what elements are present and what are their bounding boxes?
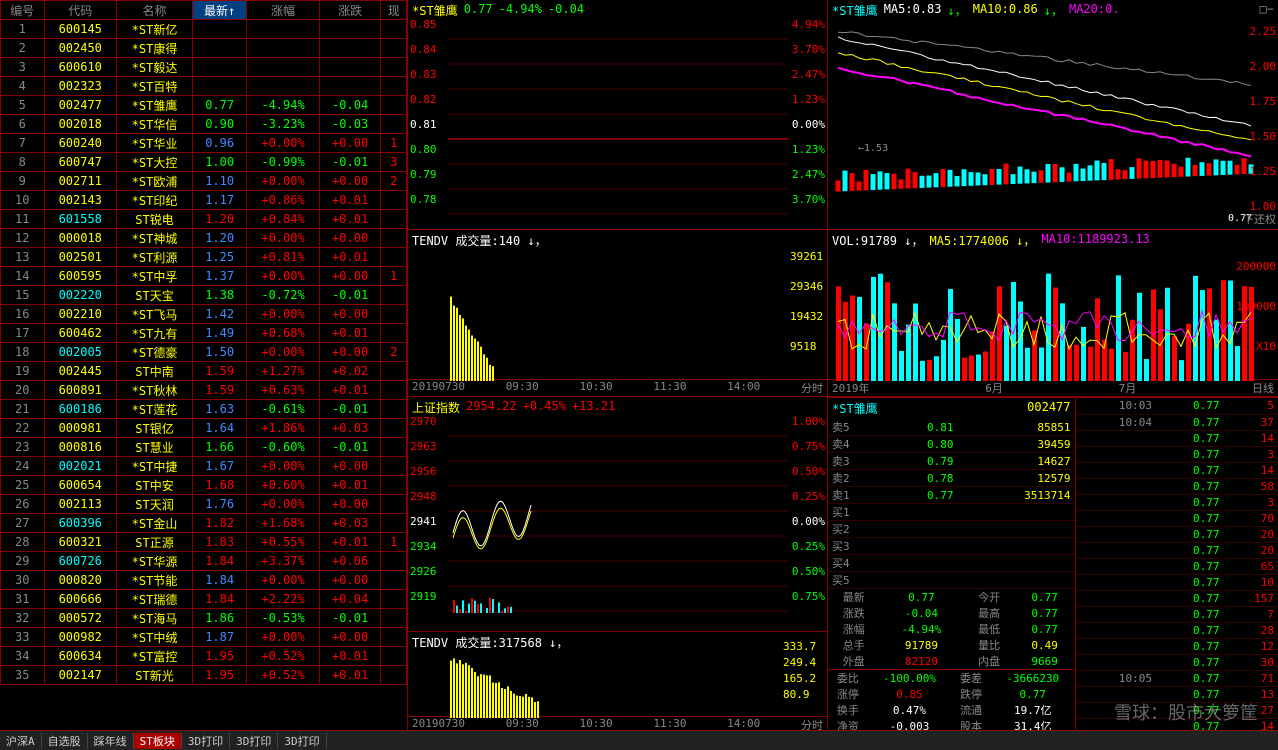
table-row[interactable]: 2002450*ST康得 — [1, 39, 407, 58]
tab[interactable]: 3D打印 — [182, 733, 230, 749]
table-row[interactable]: 13002501*ST利源1.25+0.81%+0.01 — [1, 248, 407, 267]
table-row[interactable]: 3600610*ST毅达 — [1, 58, 407, 77]
col-header[interactable]: 编号 — [1, 1, 45, 20]
tab[interactable]: 踩年线 — [88, 733, 134, 749]
table-row[interactable]: 25600654ST中安1.68+0.60%+0.01 — [1, 476, 407, 495]
table-row[interactable]: 34600634*ST富控1.95+0.52%+0.01 — [1, 647, 407, 666]
table-row[interactable]: 31600666*ST瑞德1.84+2.22%+0.04 — [1, 590, 407, 609]
right-panel: *ST雏鹰 MA5:0.83↓， MA10:0.86↓， MA20:0. □− … — [828, 0, 1278, 730]
kline-volume[interactable]: VOL:91789 ↓， MA5:1774006 ↓， MA10:1189923… — [828, 230, 1278, 380]
svg-text:←1.53: ←1.53 — [858, 143, 888, 154]
table-row[interactable]: 28600321ST正源1.83+0.55%+0.011 — [1, 533, 407, 552]
table-row[interactable]: 8600747*ST大控1.00-0.99%-0.013 — [1, 153, 407, 172]
table-row[interactable]: 19002445ST中南1.59+1.27%+0.02 — [1, 362, 407, 381]
intraday-volume[interactable]: TENDV 成交量:140 ↓， — [408, 230, 827, 380]
table-row[interactable]: 33000982*ST中绒1.87+0.00%+0.00 — [1, 628, 407, 647]
table-row[interactable]: 9002711*ST欧浦1.10+0.00%+0.002 — [1, 172, 407, 191]
tab[interactable]: ST板块 — [134, 733, 182, 749]
table-row[interactable]: 15002220ST天宝1.38-0.72%-0.01 — [1, 286, 407, 305]
intraday-title: *ST雏鹰 — [412, 2, 458, 19]
table-row[interactable]: 4002323*ST百特 — [1, 77, 407, 96]
intraday-chart[interactable]: *ST雏鹰 0.77 -4.94% -0.04 0.850.840.830.82… — [408, 0, 827, 230]
mid-charts: *ST雏鹰 0.77 -4.94% -0.04 0.850.840.830.82… — [408, 0, 828, 730]
kline-chart[interactable]: *ST雏鹰 MA5:0.83↓， MA10:0.86↓， MA20:0. □− … — [828, 0, 1278, 230]
table-row[interactable]: 18002005*ST德豪1.50+0.00%+0.002 — [1, 343, 407, 362]
col-header[interactable]: 涨跌 — [319, 1, 381, 20]
table-row[interactable]: 29600726*ST华源1.84+3.37%+0.06 — [1, 552, 407, 571]
table-row[interactable]: 12000018*ST神城1.20+0.00%+0.00 — [1, 229, 407, 248]
table-row[interactable]: 22000981ST银亿1.64+1.86%+0.03 — [1, 419, 407, 438]
col-header[interactable]: 最新↑ — [192, 1, 246, 20]
table-row[interactable]: 14600595*ST中孚1.37+0.00%+0.001 — [1, 267, 407, 286]
tab[interactable]: 自选股 — [42, 733, 88, 749]
table-row[interactable]: 7600240*ST华业0.96+0.00%+0.001 — [1, 134, 407, 153]
stock-table: 编号代码名称最新↑涨幅涨跌现 1600145*ST新亿2002450*ST康得3… — [0, 0, 407, 685]
table-row[interactable]: 35002147ST新光1.95+0.52%+0.01 — [1, 666, 407, 685]
table-row[interactable]: 6002018*ST华信0.90-3.23%-0.03 — [1, 115, 407, 134]
table-row[interactable]: 26002113ST天润1.76+0.00%+0.00 — [1, 495, 407, 514]
table-row[interactable]: 5002477*ST雏鹰0.77-4.94%-0.04 — [1, 96, 407, 115]
tab[interactable]: 沪深A — [0, 733, 42, 749]
col-header[interactable]: 涨幅 — [247, 1, 320, 20]
col-header[interactable]: 代码 — [44, 1, 117, 20]
orderbook: *ST雏鹰 002477 卖50.8185851卖40.8039459卖30.7… — [828, 398, 1076, 750]
col-header[interactable]: 现 — [381, 1, 407, 20]
col-header[interactable]: 名称 — [117, 1, 193, 20]
table-row[interactable]: 24002021*ST中捷1.67+0.00%+0.00 — [1, 457, 407, 476]
table-row[interactable]: 21600186*ST莲花1.63-0.61%-0.01 — [1, 400, 407, 419]
table-row[interactable]: 27600396*ST金山1.82+1.68%+0.03 — [1, 514, 407, 533]
table-row[interactable]: 23000816ST慧业1.66-0.60%-0.01 — [1, 438, 407, 457]
watermark: 雪球：股市大箩筐 — [1114, 699, 1258, 725]
table-row[interactable]: 10002143*ST印纪1.17+0.86%+0.01 — [1, 191, 407, 210]
tab[interactable]: 3D打印 — [278, 733, 326, 749]
table-row[interactable]: 11601558ST锐电1.20+0.84%+0.01 — [1, 210, 407, 229]
table-row[interactable]: 30000820*ST节能1.84+0.00%+0.00 — [1, 571, 407, 590]
table-row[interactable]: 1600145*ST新亿 — [1, 20, 407, 39]
tick-list: 10:030.77510:040.77370.77140.7730.77140.… — [1076, 398, 1278, 750]
table-row[interactable]: 32000572*ST海马1.86-0.53%-0.01 — [1, 609, 407, 628]
bottom-tabs: 沪深A自选股踩年线ST板块3D打印3D打印3D打印 — [0, 730, 1278, 750]
table-row[interactable]: 16002210*ST飞马1.42+0.00%+0.00 — [1, 305, 407, 324]
table-row[interactable]: 20600891*ST秋林1.59+0.63%+0.01 — [1, 381, 407, 400]
index-chart[interactable]: 上证指数 2954.22 +0.45% +13.21 2970296329562… — [408, 397, 827, 632]
table-row[interactable]: 17600462*ST九有1.49+0.68%+0.01 — [1, 324, 407, 343]
stock-table-panel: 编号代码名称最新↑涨幅涨跌现 1600145*ST新亿2002450*ST康得3… — [0, 0, 408, 730]
index-volume[interactable]: TENDV 成交量:317568 ↓， — [408, 632, 827, 717]
tab[interactable]: 3D打印 — [230, 733, 278, 749]
